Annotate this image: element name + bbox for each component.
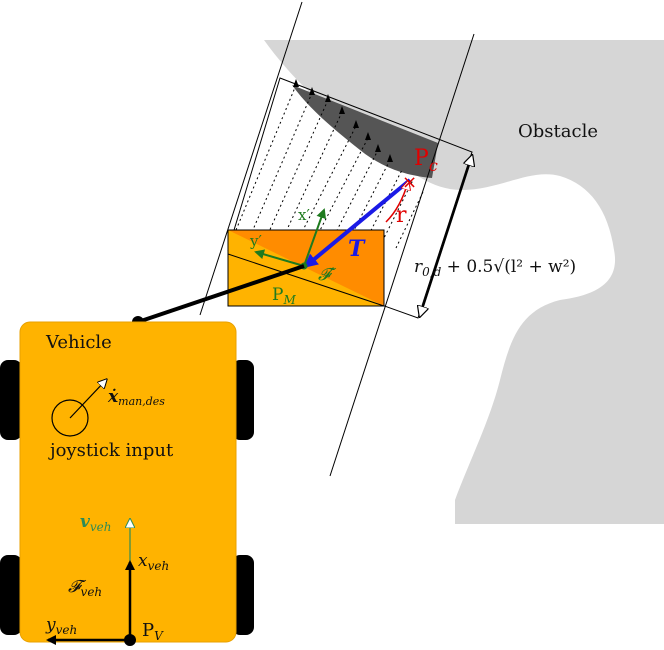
wheel-front-right — [232, 360, 254, 440]
corridor-right-line — [329, 33, 475, 477]
x-prime-label: x′ — [298, 206, 310, 224]
f-prime-label: 𝓕′ — [318, 265, 337, 285]
vehicle-label: Vehicle — [45, 332, 112, 353]
vector-T-arrow — [303, 178, 412, 268]
v-veh-label: vveh — [80, 512, 112, 534]
sweep-dotted-lines — [235, 84, 425, 249]
machine-body-outline — [227, 229, 385, 307]
x-veh-label: xveh — [138, 551, 169, 573]
vector-r-arrow — [385, 182, 408, 223]
boom-link — [137, 264, 305, 324]
obstacle-overlap-region — [292, 85, 438, 178]
y-prime-label: y′ — [249, 232, 262, 250]
joystick-command-label: ẋman,des — [107, 387, 165, 408]
corridor-left-line — [199, 1, 303, 316]
machine-body-diagonal — [227, 253, 385, 307]
distance-dimension-arrow — [420, 156, 472, 316]
y-veh-label: yveh — [45, 615, 77, 637]
T-label: T — [348, 236, 366, 262]
wheel-rear-right — [232, 555, 254, 635]
sweep-arrowheads — [293, 79, 393, 162]
pm-label: PM — [272, 285, 296, 307]
pv-label: PV — [142, 620, 164, 643]
obstacle-label: Obstacle — [518, 121, 598, 142]
obstacle-shape — [264, 40, 664, 524]
local-y-axis — [254, 249, 305, 267]
r-label: r — [396, 203, 407, 228]
joystick-label: joystick input — [48, 440, 174, 461]
joystick-direction-arrow — [69, 380, 106, 419]
pc-cross-icon: × — [402, 172, 417, 193]
wheel-front-left — [0, 360, 22, 440]
pc-label: Pc — [414, 146, 438, 175]
distance-label: r0,d + 0.5√(l² + w²) — [414, 257, 576, 279]
joystick-icon — [51, 399, 89, 437]
vehicle-body — [19, 321, 237, 643]
vehicle-origin-point — [124, 634, 136, 646]
wheel-rear-left — [0, 555, 22, 635]
local-x-axis — [303, 208, 327, 267]
